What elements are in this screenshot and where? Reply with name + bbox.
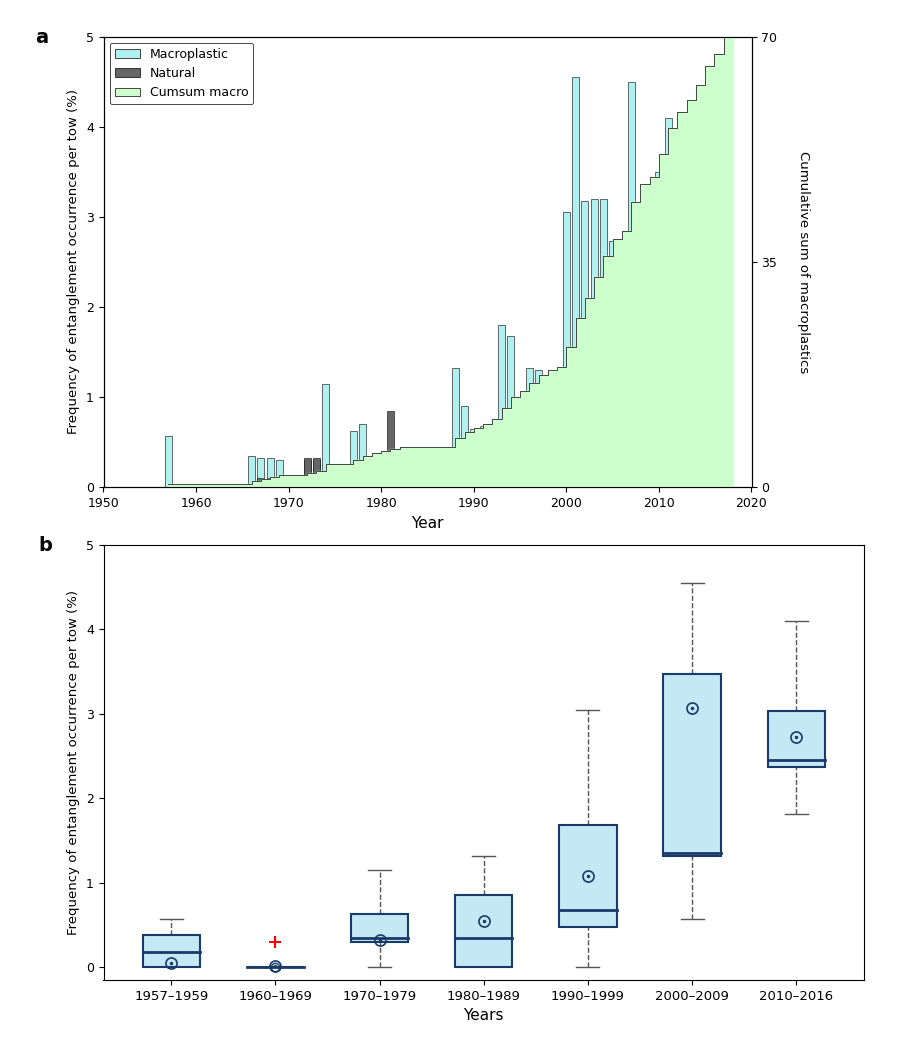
Bar bbox=[489, 427, 496, 487]
Bar bbox=[471, 429, 477, 487]
Bar bbox=[637, 456, 643, 487]
Bar bbox=[637, 240, 643, 487]
Bar bbox=[396, 456, 403, 487]
Bar bbox=[683, 321, 690, 487]
Bar bbox=[702, 458, 708, 487]
Bar bbox=[627, 82, 634, 487]
Bar bbox=[702, 213, 708, 487]
Bar bbox=[248, 456, 255, 487]
Text: b: b bbox=[39, 537, 53, 555]
Bar bbox=[600, 378, 607, 487]
Bar bbox=[378, 456, 384, 487]
Bar bbox=[609, 241, 617, 487]
Bar bbox=[665, 117, 671, 487]
Bar bbox=[452, 368, 459, 487]
Bar bbox=[322, 384, 329, 487]
Bar bbox=[313, 460, 320, 487]
Bar bbox=[559, 826, 616, 926]
Bar bbox=[663, 674, 721, 856]
Bar bbox=[489, 450, 496, 487]
Bar bbox=[692, 282, 699, 487]
Bar bbox=[562, 212, 570, 487]
Bar bbox=[544, 419, 552, 487]
Bar bbox=[455, 895, 512, 967]
Bar bbox=[536, 370, 542, 487]
Bar bbox=[683, 456, 690, 487]
Bar bbox=[257, 478, 265, 487]
Bar bbox=[590, 379, 598, 487]
Legend: Macroplastic, Natural, Cumsum macro: Macroplastic, Natural, Cumsum macro bbox=[110, 43, 254, 105]
X-axis label: Year: Year bbox=[411, 516, 444, 530]
Bar bbox=[368, 456, 375, 487]
Bar bbox=[554, 450, 561, 487]
Bar bbox=[452, 458, 459, 487]
Bar bbox=[142, 935, 200, 967]
Bar bbox=[276, 460, 283, 487]
Bar bbox=[526, 368, 533, 487]
Bar bbox=[396, 458, 403, 487]
Y-axis label: Frequency of entanglement occurrence per tow (%): Frequency of entanglement occurrence per… bbox=[68, 89, 80, 435]
Bar bbox=[618, 377, 626, 487]
Bar bbox=[266, 478, 274, 487]
Bar bbox=[461, 407, 468, 487]
Y-axis label: Cumulative sum of macroplastics: Cumulative sum of macroplastics bbox=[796, 151, 810, 373]
Bar bbox=[526, 409, 533, 487]
Bar bbox=[692, 458, 699, 487]
Bar bbox=[674, 266, 681, 487]
Bar bbox=[378, 458, 384, 487]
Bar bbox=[618, 429, 626, 487]
Bar bbox=[276, 478, 283, 487]
Bar bbox=[536, 453, 542, 487]
Bar bbox=[581, 379, 589, 487]
Bar bbox=[665, 454, 671, 487]
Bar bbox=[461, 458, 468, 487]
Bar bbox=[480, 450, 487, 487]
Bar bbox=[655, 456, 662, 487]
Bar bbox=[480, 427, 487, 487]
Bar bbox=[313, 458, 320, 487]
Bar bbox=[517, 411, 524, 487]
Bar bbox=[303, 460, 310, 487]
Bar bbox=[498, 446, 505, 487]
Bar bbox=[674, 458, 681, 487]
Bar bbox=[359, 424, 366, 487]
Bar bbox=[720, 458, 727, 487]
Bar bbox=[351, 914, 409, 942]
Bar bbox=[508, 336, 514, 487]
Bar bbox=[590, 199, 598, 487]
Bar bbox=[655, 172, 662, 487]
Bar bbox=[646, 456, 653, 487]
Bar bbox=[711, 323, 718, 487]
Bar bbox=[554, 452, 561, 487]
Bar bbox=[646, 380, 653, 487]
Bar bbox=[600, 199, 607, 487]
Bar bbox=[303, 458, 310, 487]
Bar bbox=[711, 458, 718, 487]
Bar bbox=[517, 411, 524, 487]
Bar bbox=[572, 452, 579, 487]
Bar bbox=[266, 458, 274, 487]
Bar bbox=[387, 456, 394, 487]
Y-axis label: Frequency of entanglement occurrence per tow (%): Frequency of entanglement occurrence per… bbox=[68, 590, 80, 935]
Bar bbox=[544, 452, 552, 487]
Bar bbox=[508, 446, 514, 487]
Text: a: a bbox=[35, 27, 49, 47]
Bar bbox=[768, 712, 825, 767]
Bar bbox=[165, 436, 172, 487]
Bar bbox=[387, 411, 394, 487]
Bar bbox=[562, 453, 570, 487]
Bar bbox=[498, 325, 505, 487]
Bar bbox=[368, 458, 375, 487]
Bar bbox=[572, 78, 579, 487]
Bar bbox=[581, 201, 589, 487]
Bar bbox=[350, 431, 357, 487]
Bar bbox=[257, 458, 265, 487]
Bar bbox=[471, 458, 477, 487]
Bar bbox=[627, 393, 634, 487]
X-axis label: Years: Years bbox=[464, 1008, 504, 1023]
Bar bbox=[609, 433, 617, 487]
Bar bbox=[720, 211, 727, 487]
